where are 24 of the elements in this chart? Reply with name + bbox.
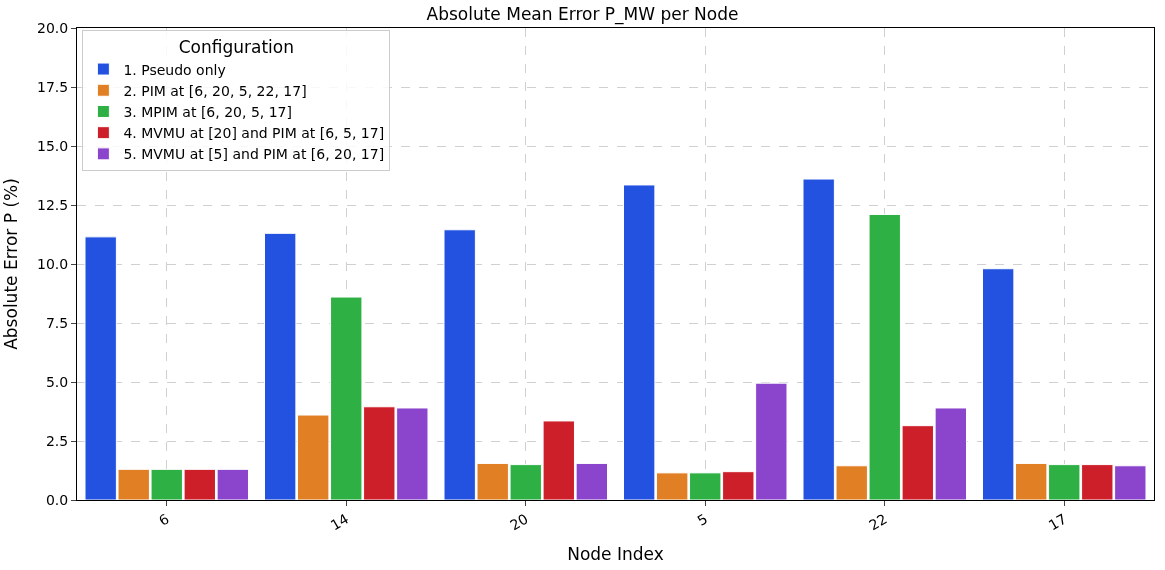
y-tick-label: 2.5 (45, 432, 69, 449)
y-tick-label: 10.0 (37, 255, 69, 272)
y-axis-title: Absolute Error P (%) (0, 178, 21, 350)
legend-label: 5. MVMU at [5] and PIM at [6, 20, 17] (123, 146, 385, 163)
y-tick-label: 0.0 (45, 491, 69, 508)
legend-label: 4. MVMU at [20] and PIM at [6, 5, 17] (123, 125, 385, 142)
y-tick-label: 5.0 (45, 373, 69, 390)
legend-label: 3. MPIM at [6, 20, 5, 17] (123, 103, 292, 120)
x-tick-label: 20 (507, 510, 531, 534)
x-tick-label: 14 (327, 510, 352, 534)
y-tick-label: 17.5 (37, 78, 69, 95)
x-tick-label: 6 (156, 510, 172, 529)
y-tick-label: 12.5 (37, 196, 69, 213)
x-tick-label: 5 (694, 510, 711, 529)
x-tick-label: 17 (1045, 510, 1070, 534)
legend-label: 1. Pseudo only (123, 61, 226, 78)
y-tick-label: 15.0 (37, 137, 69, 154)
y-tick-label: 20.0 (37, 19, 69, 36)
y-tick-label: 7.5 (45, 314, 69, 331)
x-axis-title: Node Index (567, 543, 664, 564)
legend-title: Configuration (178, 37, 295, 58)
x-tick-label: 22 (866, 510, 890, 534)
chart-title: Absolute Mean Error P_MW per Node (426, 4, 739, 26)
legend-label: 2. PIM at [6, 20, 5, 22, 17] (123, 82, 307, 99)
